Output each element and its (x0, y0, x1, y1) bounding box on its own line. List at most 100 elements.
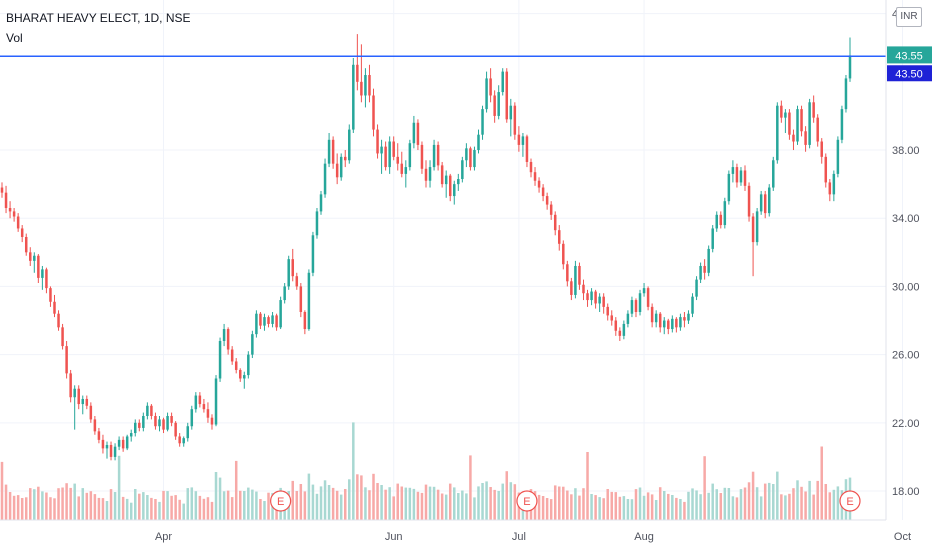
volume-bar (570, 494, 573, 520)
volume-bar (109, 489, 113, 520)
candle-body (650, 306, 654, 323)
volume-bar (497, 491, 500, 520)
volume-bar (150, 497, 153, 520)
volume-bar (541, 496, 545, 520)
candle-body (352, 64, 355, 130)
candle-body (319, 194, 323, 212)
volume-bar (634, 489, 638, 520)
volume-bar (715, 489, 718, 520)
volume-bar (820, 446, 823, 520)
y-tick-label: 38.00 (892, 145, 920, 157)
volume-bar (226, 490, 230, 520)
volume-bar (255, 491, 258, 520)
volume-bar (364, 487, 367, 520)
volume-bar (234, 460, 238, 520)
volume-bar (727, 488, 731, 520)
candle-body (287, 259, 290, 287)
volume-bar (481, 483, 484, 520)
volume-bar (356, 474, 359, 520)
candle-body (376, 129, 379, 154)
volume-bar (792, 488, 795, 520)
volume-bar (440, 493, 444, 520)
volume-bar (73, 483, 76, 520)
candle-body (723, 201, 727, 226)
volume-bar (125, 498, 129, 520)
candle-body (226, 329, 230, 350)
volume-bar (776, 471, 779, 520)
volume-bar (453, 487, 456, 520)
volume-bar (731, 496, 735, 520)
volume-bar (505, 471, 509, 520)
volume-bar (549, 499, 553, 520)
volume-bar (667, 493, 670, 520)
candle-body (247, 354, 250, 376)
candle-body (129, 433, 133, 437)
candle-body (763, 194, 767, 214)
volume-bar (767, 482, 771, 520)
candle-body (715, 214, 718, 229)
candle-body (117, 439, 121, 447)
currency-button[interactable]: INR (896, 7, 922, 27)
candle-body (751, 216, 755, 243)
candle-body (699, 265, 702, 280)
earnings-marker-circle (270, 490, 292, 512)
volume-bar (327, 485, 331, 520)
earnings-markers[interactable]: EEEE (270, 490, 932, 512)
candle-body (687, 313, 690, 321)
last-price-label: 43.55 (895, 50, 923, 62)
candle-body (788, 112, 791, 135)
volume-bar (178, 499, 181, 520)
candle-body (33, 255, 36, 261)
volume-bar (465, 493, 468, 520)
volume-bar (513, 484, 517, 520)
candle-body (832, 173, 836, 195)
volume-bar (420, 492, 424, 520)
volume-bar (251, 489, 254, 520)
candle-body (836, 139, 840, 174)
volume-bar (335, 490, 339, 520)
candle-body (529, 161, 533, 173)
volume-study-label[interactable]: Vol (6, 31, 23, 45)
candle-body (279, 300, 282, 328)
volume-bar (828, 492, 832, 520)
candle-body (594, 291, 597, 304)
candle-body (190, 409, 194, 427)
volume-bar (117, 455, 121, 520)
candle-body (513, 105, 517, 135)
volume-bar (501, 483, 504, 520)
candle-body (812, 102, 815, 118)
candle-body (109, 444, 113, 457)
volume-bar (16, 495, 20, 520)
candle-body (331, 139, 335, 164)
volume-bar (687, 491, 690, 520)
volume-bar (719, 493, 723, 520)
candle-body (432, 144, 436, 168)
volume-bar (267, 492, 270, 520)
candle-body (743, 170, 747, 186)
candle-body (553, 214, 557, 231)
candle-body (388, 141, 391, 168)
candle-body (703, 265, 706, 273)
candle-body (158, 419, 161, 427)
candle-body (444, 175, 448, 185)
volume-bar (671, 495, 674, 520)
candle-body (307, 272, 311, 330)
volume-bar (65, 483, 68, 520)
volume-bar (436, 489, 440, 520)
volume-bar (214, 472, 218, 520)
volume-bar (121, 496, 125, 520)
volume-bar (788, 493, 791, 520)
volume-bar (222, 491, 226, 520)
volume-bar (206, 497, 210, 520)
candle-body (146, 405, 149, 416)
volume-bar (166, 491, 169, 520)
candle-body (339, 156, 343, 178)
volume-bar (691, 488, 694, 520)
candle-body (303, 312, 307, 330)
chart-title: BHARAT HEAVY ELECT, 1D, NSE (6, 11, 191, 25)
candle-body (37, 255, 40, 278)
candle-body (85, 398, 89, 406)
volume-bar (323, 480, 327, 520)
candle-body (81, 398, 85, 405)
